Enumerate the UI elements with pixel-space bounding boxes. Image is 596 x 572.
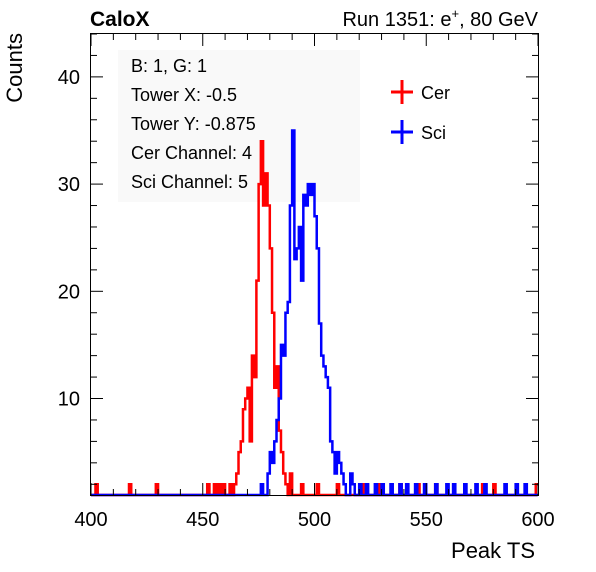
experiment-label: CaloX	[90, 8, 150, 31]
run-label-suffix: , 80 GeV	[459, 9, 539, 31]
legend-entry-sci: Sci	[391, 120, 446, 144]
x-tick-labels: 400 450 500 550 600	[74, 509, 554, 531]
info-line-tower-x: Tower X: -0.5	[131, 85, 237, 105]
y-tick-labels: 10 20 30 40	[58, 67, 80, 411]
x-tick-label: 500	[298, 509, 331, 531]
info-box	[118, 50, 360, 202]
legend-label-cer: Cer	[421, 83, 450, 103]
info-line-sci-channel: Sci Channel: 5	[131, 172, 248, 192]
y-axis-title: Counts	[2, 33, 27, 103]
x-tick-label: 450	[186, 509, 219, 531]
run-label-sup: +	[451, 6, 459, 21]
plot-frame	[90, 33, 539, 496]
y-tick-label: 30	[58, 174, 80, 196]
run-label-prefix: Run 1351: e	[342, 9, 451, 31]
legend-label-sci: Sci	[421, 123, 446, 143]
y-tick-label: 40	[58, 67, 80, 89]
info-line-tower-y: Tower Y: -0.875	[131, 114, 256, 134]
legend-entry-cer: Cer	[391, 80, 450, 104]
y-tick-label: 10	[58, 389, 80, 411]
run-label: Run 1351: e+, 80 GeV	[342, 6, 538, 31]
legend: Cer Sci	[391, 80, 450, 144]
y-tick-label: 20	[58, 281, 80, 303]
x-tick-label: 550	[410, 509, 443, 531]
x-tick-label: 600	[521, 509, 554, 531]
x-axis-title: Peak TS	[451, 538, 535, 563]
tick-layer	[90, 33, 539, 495]
info-line-board: B: 1, G: 1	[131, 56, 207, 76]
x-tick-label: 400	[74, 509, 107, 531]
info-line-cer-channel: Cer Channel: 4	[131, 143, 252, 163]
